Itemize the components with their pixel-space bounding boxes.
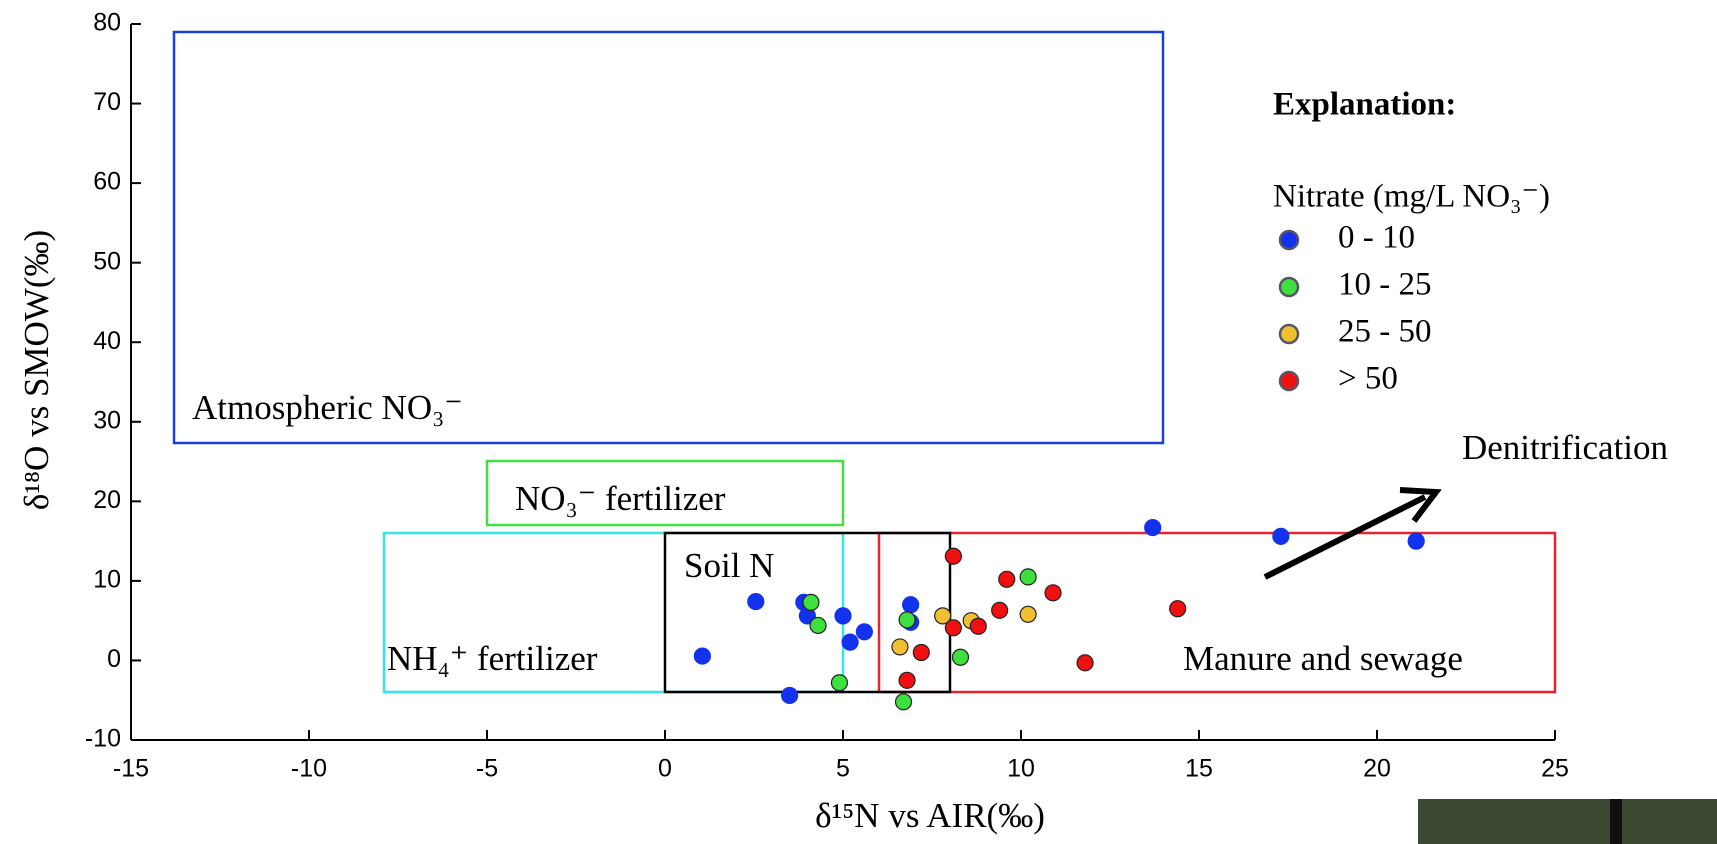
annotation: NH₄⁺ fertilizer <box>387 639 598 678</box>
y-tick-label: 0 <box>107 645 121 673</box>
y-tick-label: 80 <box>93 9 121 37</box>
legend-marker <box>1278 276 1300 298</box>
data-point <box>830 674 849 692</box>
legend-title: Explanation: <box>1273 87 1456 123</box>
annotation: Manure and sewage <box>1183 639 1463 678</box>
x-tick-label: 20 <box>1363 755 1391 783</box>
y-tick-label: 70 <box>93 88 121 116</box>
data-point <box>1407 532 1425 550</box>
data-point <box>834 607 852 625</box>
denitrification-arrow <box>1263 494 1427 580</box>
legend-label: 10 - 25 <box>1338 267 1432 303</box>
photo-fragment-post <box>1610 799 1622 844</box>
legend-label: 25 - 50 <box>1338 314 1432 350</box>
data-point <box>898 611 916 629</box>
annotation: Soil N <box>684 546 774 585</box>
arrow-head <box>1399 487 1442 523</box>
atmospheric-box <box>172 30 1165 445</box>
data-point <box>912 643 930 662</box>
x-tick-label: 25 <box>1541 755 1569 783</box>
data-point <box>944 547 962 565</box>
y-tick-label: 30 <box>93 406 121 434</box>
data-point <box>747 592 765 611</box>
x-axis-label: δ¹⁵N vs AIR(‰) <box>815 796 1045 835</box>
x-tick-label: -10 <box>291 755 327 783</box>
data-point <box>841 633 859 651</box>
y-tick-label: 50 <box>93 247 121 275</box>
data-point <box>1044 584 1062 602</box>
data-point <box>693 647 711 665</box>
x-tick-label: 0 <box>658 755 672 783</box>
y-tick-label: 40 <box>93 327 121 355</box>
x-tick-label: -15 <box>113 755 149 783</box>
y-tick-label: -10 <box>85 725 121 753</box>
data-point <box>894 693 913 711</box>
data-point <box>802 593 820 611</box>
data-point <box>1169 600 1187 618</box>
data-point <box>991 601 1009 619</box>
annotation: NO₃⁻ fertilizer <box>515 479 726 518</box>
y-tick-label: 60 <box>93 168 121 196</box>
photo-fragment <box>1418 799 1717 844</box>
legend-label: > 50 <box>1338 361 1398 397</box>
annotation: Denitrification <box>1462 428 1668 467</box>
data-point <box>809 616 827 635</box>
no3-fertilizer-box <box>485 459 845 527</box>
data-point <box>1272 527 1290 545</box>
data-point <box>969 617 987 635</box>
legend-marker <box>1278 323 1300 345</box>
legend-label: 0 - 10 <box>1338 220 1415 256</box>
data-point <box>1076 654 1094 672</box>
data-point <box>934 607 952 625</box>
annotation: Atmospheric NO₃⁻ <box>192 388 463 427</box>
data-point <box>951 648 970 666</box>
x-tick-label: 5 <box>836 755 850 783</box>
legend-marker <box>1278 229 1300 251</box>
data-point <box>998 570 1016 588</box>
data-point <box>898 671 916 689</box>
data-point <box>780 686 799 705</box>
data-point <box>1019 605 1037 623</box>
data-point <box>891 638 909 656</box>
data-point <box>1144 518 1162 537</box>
data-point <box>944 619 962 637</box>
legend-subtitle: Nitrate (mg/L NO₃⁻) <box>1273 179 1550 215</box>
data-point <box>855 623 873 641</box>
x-tick-label: 15 <box>1185 755 1213 783</box>
y-tick-label: 10 <box>93 565 121 593</box>
x-tick-label: -5 <box>476 755 498 783</box>
manure-box <box>877 531 1557 694</box>
y-tick-label: 20 <box>93 486 121 514</box>
x-tick-label: 10 <box>1007 755 1035 783</box>
legend-marker <box>1278 370 1300 392</box>
y-axis-label: δ¹⁸O vs SMOW(‰) <box>17 230 56 510</box>
data-point <box>902 596 920 614</box>
data-point <box>1019 568 1037 586</box>
